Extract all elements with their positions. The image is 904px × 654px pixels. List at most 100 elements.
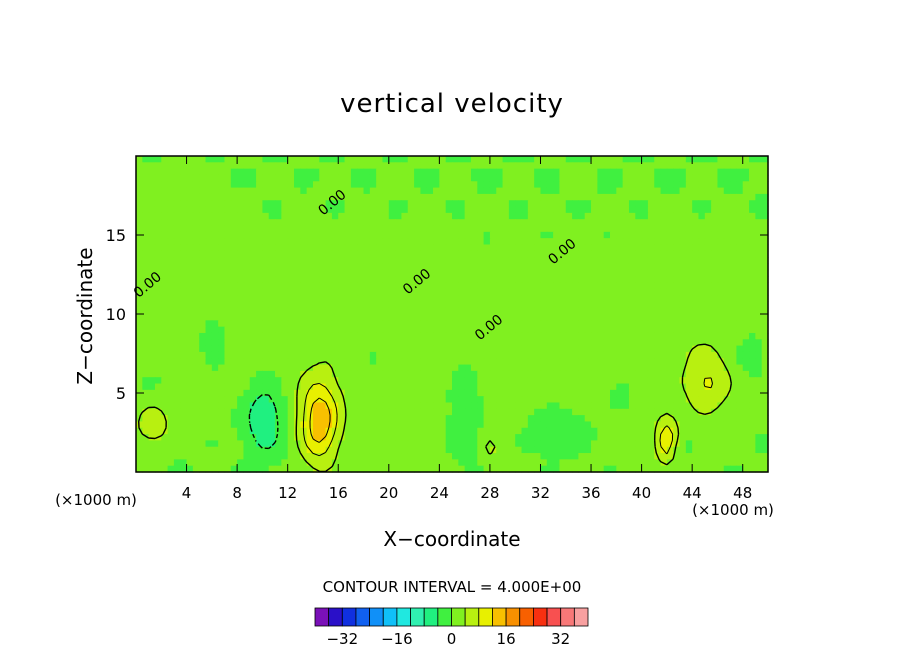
field-cell — [211, 415, 219, 423]
field-cell — [723, 282, 731, 290]
field-cell — [641, 307, 649, 315]
field-cell — [420, 459, 428, 467]
field-cell — [540, 269, 548, 277]
field-cell — [654, 351, 662, 359]
field-cell — [382, 288, 390, 296]
field-cell — [730, 193, 737, 201]
field-cell — [673, 225, 681, 233]
field-cell — [470, 269, 478, 277]
field-cell — [268, 421, 276, 429]
field-cell — [534, 415, 542, 423]
field-cell — [331, 440, 339, 448]
field-cell — [616, 446, 624, 454]
field-cell — [470, 389, 478, 397]
field-cell — [654, 219, 662, 227]
field-cell — [635, 282, 643, 290]
field-cell — [515, 408, 523, 416]
field-cell — [647, 427, 655, 435]
field-cell — [414, 231, 421, 239]
field-cell — [597, 389, 605, 397]
field-cell — [249, 263, 257, 271]
field-cell — [312, 320, 320, 328]
field-cell — [344, 459, 352, 467]
field-cell — [717, 351, 725, 359]
field-cell — [711, 212, 719, 220]
field-cell — [597, 250, 605, 258]
field-cell — [192, 162, 200, 170]
field-cell — [262, 320, 270, 328]
field-cell — [502, 206, 510, 214]
field-cell — [685, 440, 693, 448]
field-cell — [736, 206, 744, 214]
field-cell — [673, 370, 681, 378]
field-cell — [660, 314, 668, 321]
field-cell — [742, 257, 750, 265]
field-cell — [679, 200, 687, 208]
field-cell — [445, 193, 453, 201]
field-cell — [312, 238, 320, 246]
field-cell — [597, 282, 605, 290]
field-cell — [325, 187, 333, 195]
field-cell — [357, 314, 365, 321]
field-cell — [755, 269, 763, 277]
field-cell — [268, 339, 276, 347]
field-cell — [527, 193, 535, 201]
field-cell — [312, 174, 320, 182]
field-cell — [660, 307, 668, 315]
field-cell — [281, 212, 289, 220]
field-cell — [565, 307, 573, 315]
field-cell — [761, 250, 769, 258]
field-cell — [224, 358, 232, 366]
field-cell — [654, 257, 662, 265]
field-cell — [237, 459, 245, 467]
field-cell — [407, 156, 415, 163]
field-cell — [711, 383, 719, 391]
field-cell — [173, 415, 181, 423]
field-cell — [401, 162, 409, 170]
field-cell — [591, 263, 598, 271]
field-cell — [287, 415, 295, 423]
field-cell — [761, 219, 769, 227]
field-cell — [382, 427, 390, 435]
field-cell — [452, 320, 459, 328]
field-cell — [553, 162, 561, 170]
field-cell — [338, 156, 346, 163]
field-cell — [186, 370, 194, 378]
field-cell — [180, 389, 188, 397]
field-cell — [521, 358, 529, 366]
field-cell — [610, 339, 617, 347]
field-cell — [641, 162, 649, 170]
field-cell — [464, 320, 472, 328]
field-cell — [483, 345, 491, 353]
field-cell — [711, 181, 719, 189]
field-cell — [199, 187, 207, 195]
field-cell — [496, 231, 504, 239]
field-cell — [578, 389, 586, 397]
field-cell — [635, 187, 643, 195]
field-cell — [761, 446, 769, 454]
field-cell — [464, 446, 472, 454]
field-cell — [496, 370, 504, 378]
field-cell — [527, 320, 535, 328]
field-cell — [559, 295, 567, 302]
field-cell — [477, 307, 485, 315]
field-cell — [508, 358, 516, 366]
field-cell — [622, 250, 630, 258]
field-cell — [445, 301, 453, 309]
field-cell — [414, 219, 421, 227]
field-cell — [502, 263, 510, 271]
field-cell — [578, 225, 586, 233]
field-cell — [654, 231, 662, 239]
field-cell — [673, 193, 681, 201]
field-cell — [281, 402, 289, 410]
field-cell — [660, 206, 668, 214]
field-cell — [218, 212, 226, 220]
field-cell — [148, 181, 156, 189]
field-cell — [477, 446, 485, 454]
field-cell — [401, 383, 409, 391]
field-cell — [749, 282, 756, 290]
field-cell — [666, 162, 674, 170]
field-cell — [186, 465, 194, 473]
field-cell — [711, 434, 719, 441]
field-cell — [249, 351, 257, 359]
